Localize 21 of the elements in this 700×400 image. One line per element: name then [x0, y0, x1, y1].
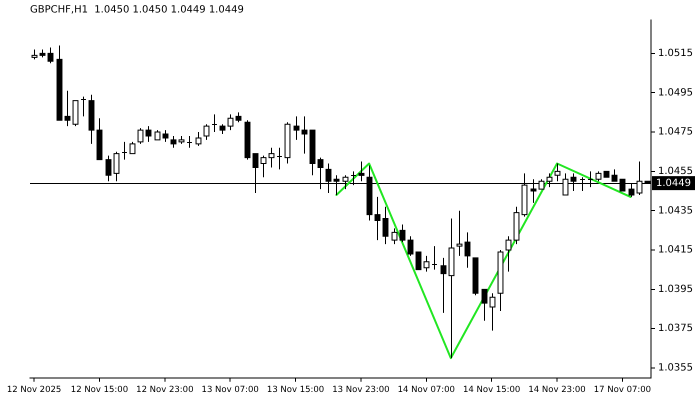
x-tick-label: 14 Nov 15:00 [463, 385, 520, 396]
x-tick-label: 13 Nov 07:00 [202, 385, 259, 396]
y-tick-label: 1.0455 [658, 166, 694, 177]
x-tick-label: 14 Nov 07:00 [398, 385, 455, 396]
x-tick-label: 13 Nov 15:00 [266, 385, 324, 396]
y-tick-label: 1.0375 [658, 323, 694, 334]
y-tick-label: 1.0415 [658, 244, 694, 256]
x-tick-label: 17 Nov 07:00 [594, 385, 652, 396]
y-tick-label: 1.0435 [658, 205, 694, 216]
x-tick-label: 14 Nov 23:00 [528, 385, 586, 396]
y-tick-label: 1.0475 [658, 126, 694, 138]
y-tick-label: 1.0355 [658, 362, 694, 374]
chart-title: GBPCHF,H1 1.0450 1.0450 1.0449 1.0449 [30, 4, 244, 16]
x-tick-label: 12 Nov 23:00 [136, 385, 194, 396]
x-tick-label: 12 Nov 15:00 [70, 385, 128, 396]
x-tick-label: 12 Nov 2025 [6, 385, 62, 396]
y-tick-label: 1.0515 [658, 48, 694, 60]
y-tick-label: 1.0495 [658, 87, 694, 98]
x-tick-label: 13 Nov 23:00 [332, 385, 390, 396]
ref-line-label: 1.0449 [656, 178, 692, 189]
y-tick-label: 1.0395 [658, 284, 694, 295]
